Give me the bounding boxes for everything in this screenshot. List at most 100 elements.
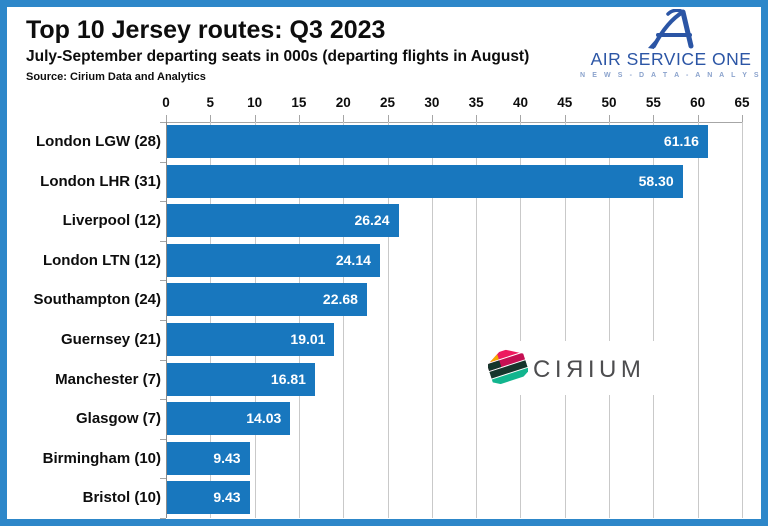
x-tick-mark-65 <box>742 115 743 122</box>
air-service-one-tagline: N E W S - D A T A - A N A L Y S I S <box>580 72 768 79</box>
gridline-45 <box>564 122 566 518</box>
category-label: Southampton (24) <box>33 291 162 309</box>
x-tick-mark-0 <box>166 115 167 122</box>
x-tick-mark-25 <box>387 115 389 122</box>
category-tick-mark <box>160 438 166 440</box>
category-label: London LTN (12) <box>42 251 161 269</box>
x-tick-label-15: 15 <box>291 95 307 110</box>
x-tick-label-60: 60 <box>690 95 706 110</box>
x-tick-mark-5 <box>210 115 212 122</box>
bar-London LTN (12): 24.14 <box>166 243 380 277</box>
gridline-60 <box>697 122 699 518</box>
category-axis-labels: London LGW (28) London LHR (31) Liverpool … <box>11 122 162 518</box>
bar-row: 9.43 <box>166 478 742 518</box>
category-label: Glasgow (7) <box>75 410 161 428</box>
bar-value-label: 26.24 <box>354 212 390 229</box>
category-label: Guernsey (21) <box>60 331 161 348</box>
bar-value-label: 9.43 <box>213 489 241 506</box>
category-label: London LHR (31) <box>40 172 161 190</box>
x-tick-label-30: 30 <box>424 95 440 110</box>
x-tick-label-0: 0 <box>162 95 170 110</box>
bar-London LGW (28): 61.16 <box>166 125 708 158</box>
gridline-40 <box>520 122 522 518</box>
x-axis-line <box>166 122 742 123</box>
x-tick-mark-35 <box>476 115 478 122</box>
bar-row: 19.01 <box>166 320 742 360</box>
bar-value-label: 9.43 <box>213 449 241 466</box>
category-tick-mark <box>160 161 166 163</box>
category-label: Manchester (7) <box>55 370 161 388</box>
y-axis-line <box>166 122 167 518</box>
x-axis-tick-labels: 0 5 10 15 20 25 30 35 40 45 50 55 60 65 <box>162 95 749 115</box>
gridline-30 <box>431 122 433 518</box>
bar-row: 24.14 <box>166 241 742 281</box>
bar-row: 26.24 <box>166 201 742 241</box>
x-tick-mark-20 <box>343 115 345 122</box>
bar-row: 9.43 <box>166 439 742 479</box>
source-note: Source: Cirium Data and Analytics <box>26 71 206 83</box>
x-tick-label-5: 5 <box>206 95 215 110</box>
x-tick-label-35: 35 <box>468 95 484 110</box>
x-tick-mark-30 <box>431 115 433 122</box>
category-tick-mark <box>160 240 166 242</box>
gridline-35 <box>476 122 478 518</box>
bar-Southampton (24): 22.68 <box>166 283 367 317</box>
page-title: Top 10 Jersey routes: Q3 2023 <box>26 16 386 44</box>
plot-area: 61.16 58.30 26.24 24.14 22.68 19.01 16.81 14.03… <box>160 115 743 519</box>
category-tick-mark <box>160 122 166 123</box>
air-service-one-logo: AIR SERVICE ONE N E W S - D A T A - A N … <box>580 9 768 79</box>
cirium-logo: CIЯIUM <box>488 341 660 395</box>
category-tick-mark <box>160 478 166 480</box>
category-tick-mark <box>160 399 166 401</box>
gridline-5 <box>210 122 212 518</box>
bar-value-label: 16.81 <box>270 370 306 387</box>
x-tick-label-40: 40 <box>512 95 528 110</box>
bar-Glasgow (7): 14.03 <box>166 402 291 436</box>
bar-value-label: 61.16 <box>663 133 699 149</box>
gridline-50 <box>609 122 611 518</box>
category-tick-mark <box>160 359 166 361</box>
x-tick-label-20: 20 <box>335 95 351 110</box>
gridline-25 <box>387 122 389 518</box>
stylized-plane-a-icon <box>648 9 694 49</box>
category-tick-mark <box>160 280 166 282</box>
air-service-one-wordmark: AIR SERVICE ONE <box>590 49 752 69</box>
gridline-20 <box>343 122 345 518</box>
bar-value-label: 19.01 <box>290 331 326 347</box>
bar-Manchester (7): 16.81 <box>166 362 315 396</box>
category-tick-mark <box>160 320 166 321</box>
bar-row: 61.16 <box>166 122 742 162</box>
x-tick-mark-40 <box>520 115 522 122</box>
bar-Birmingham (10): 9.43 <box>166 441 250 475</box>
category-label: Liverpool (12) <box>62 212 161 230</box>
bar-Liverpool (12): 26.24 <box>166 204 399 238</box>
bar-Guernsey (21): 19.01 <box>166 323 335 356</box>
gridline-10 <box>254 122 256 518</box>
chart-subtitle: July-September departing seats in 000s (… <box>26 48 530 65</box>
cirium-wordmark: CIЯIUM <box>533 356 646 383</box>
bar-value-label: 58.30 <box>638 172 674 189</box>
gridline-15 <box>298 122 300 518</box>
cirium-hexagon-icon <box>488 348 528 388</box>
x-tick-mark-60 <box>697 115 699 122</box>
x-tick-mark-55 <box>653 115 655 122</box>
x-tick-label-45: 45 <box>557 95 573 110</box>
category-label: London LGW (28) <box>36 133 161 150</box>
gridline-55 <box>653 122 655 518</box>
bar-row: 58.30 <box>166 162 742 202</box>
bar-value-label: 24.14 <box>335 251 371 268</box>
x-tick-mark-45 <box>564 115 566 122</box>
category-label: Birmingham (10) <box>42 449 161 467</box>
bar-row: 16.81 <box>166 360 742 400</box>
x-tick-mark-50 <box>609 115 611 122</box>
x-tick-label-50: 50 <box>601 95 617 110</box>
category-tick-mark <box>160 518 166 519</box>
x-tick-label-65: 65 <box>734 95 750 110</box>
bar-value-label: 22.68 <box>322 291 358 308</box>
x-tick-mark-15 <box>298 115 300 122</box>
x-tick-label-10: 10 <box>247 95 263 110</box>
bar-London LHR (31): 58.30 <box>166 164 683 198</box>
bar-row: 14.03 <box>166 399 742 439</box>
category-tick-mark <box>160 201 166 203</box>
